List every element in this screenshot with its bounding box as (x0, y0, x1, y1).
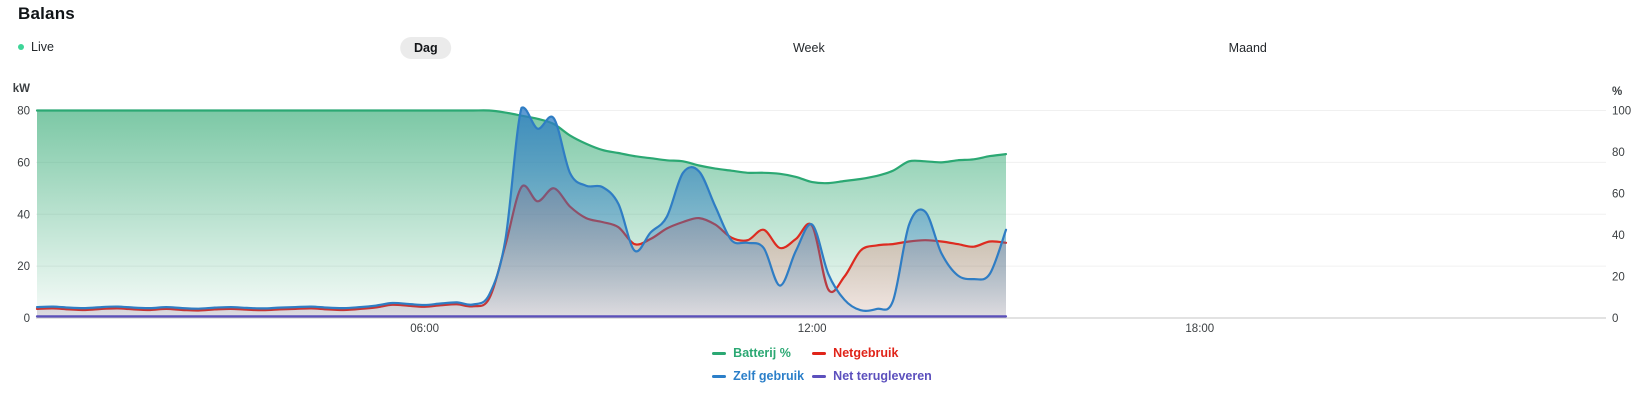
y-axis-left-tick: 0 (24, 313, 30, 325)
y-axis-left-tick: 60 (17, 157, 30, 169)
legend-item-batterij: Batterij % (712, 346, 812, 360)
x-axis-tick: 06:00 (410, 323, 439, 335)
balance-chart[interactable]: kW% 0 20 40 60 80 0 20 40 60 80 100 06:00 12:00 18:00 (0, 80, 1644, 336)
series-line-zelf-gebruik (35, 106, 1008, 312)
y-axis-left-tick: 20 (17, 261, 30, 273)
y-axis-right-tick: 60 (1612, 189, 1625, 201)
page-title: Balans (18, 4, 75, 23)
y-axis-right-tick: 80 (1612, 147, 1625, 159)
legend-swatch-zelfgebruik-icon (712, 374, 727, 378)
live-indicator: Live (18, 40, 54, 54)
y-axis-left-title: kW (13, 83, 30, 95)
y-axis-right-tick: 0 (1612, 313, 1618, 325)
x-axis-tick: 12:00 (798, 323, 827, 335)
legend-swatch-batterij-icon (712, 351, 727, 355)
y-axis-right-title: % (1612, 86, 1622, 98)
tab-dag[interactable]: Dag (399, 37, 452, 59)
legend-label-netgebruik: Netgebruik (833, 346, 899, 360)
live-dot-icon (18, 44, 24, 50)
controls-row: Live Dag Week Maand (0, 36, 1644, 60)
legend-item-netgebruik: Netgebruik (812, 346, 932, 360)
y-axis-right-tick: 40 (1612, 230, 1625, 242)
live-label: Live (31, 40, 54, 54)
tab-week[interactable]: Week (779, 37, 839, 59)
y-axis-right-tick: 20 (1612, 272, 1625, 284)
plot-area[interactable] (36, 111, 1606, 319)
x-axis-tick: 18:00 (1185, 323, 1214, 335)
tab-maand[interactable]: Maand (1215, 37, 1281, 59)
series-area-zelf-gebruik (37, 107, 1006, 318)
legend-label-batterij: Batterij % (733, 346, 791, 360)
legend-swatch-terugleveren-icon (812, 374, 827, 378)
legend-swatch-netgebruik-icon (812, 351, 827, 355)
legend-item-terugleveren: Net terugleveren (812, 369, 932, 383)
balance-chart-svg[interactable]: kW % 0 20 40 60 80 0 20 40 60 80 100 06:00 12:00 18:00 (0, 80, 1644, 336)
chart-legend: Batterij % Netgebruik Zelf gebruik Net t… (0, 346, 1644, 383)
legend-item-zelfgebruik: Zelf gebruik (712, 369, 812, 383)
y-axis-left-tick: 80 (17, 106, 30, 118)
y-axis-left-tick: 40 (17, 209, 30, 221)
y-axis-right-tick: 100 (1612, 106, 1631, 118)
chart-legend-grid: Batterij % Netgebruik Zelf gebruik Net t… (712, 346, 932, 383)
legend-label-terugleveren: Net terugleveren (833, 369, 932, 383)
legend-label-zelfgebruik: Zelf gebruik (733, 369, 805, 383)
